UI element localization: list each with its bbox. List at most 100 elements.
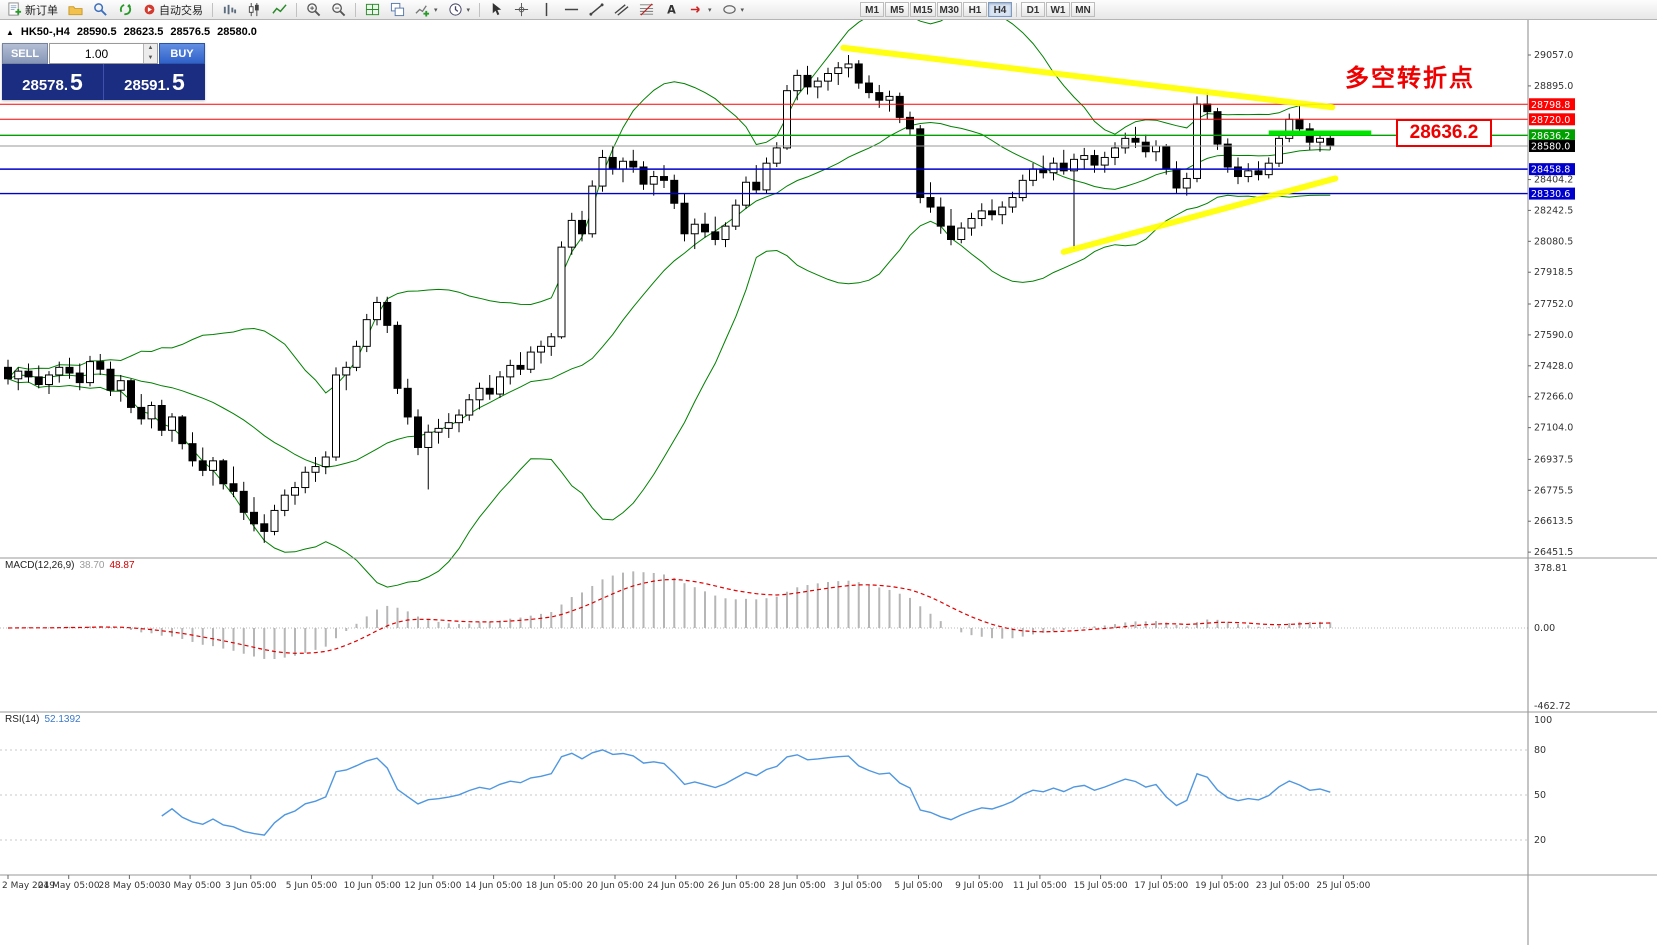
one-click-trading-panel: SELL ▲ ▼ BUY 28578. 5 28591. 5 (2, 43, 205, 100)
svg-text:28458.8: 28458.8 (1531, 165, 1570, 176)
sell-price: 28578. (22, 77, 69, 94)
volume-spinner: ▲ ▼ (143, 44, 157, 63)
auto-trading-icon (144, 4, 155, 15)
timeframe-button-M15[interactable]: M15 (910, 2, 936, 17)
buy-price-big-digit: 5 (172, 69, 185, 95)
shapes-button[interactable]: ▾ (718, 1, 749, 18)
timeframe-button-H1[interactable]: H1 (962, 2, 987, 17)
buy-button[interactable]: BUY (159, 43, 205, 64)
svg-text:28404.2: 28404.2 (1534, 175, 1573, 186)
line-chart-button[interactable] (268, 1, 291, 18)
svg-text:10 Jun 05:00: 10 Jun 05:00 (344, 881, 401, 891)
timeframe-button-H4[interactable]: H4 (987, 2, 1012, 17)
timeframe-button-W1[interactable]: W1 (1045, 2, 1070, 17)
svg-text:11 Jul 05:00: 11 Jul 05:00 (1013, 881, 1067, 891)
svg-text:12 Jun 05:00: 12 Jun 05:00 (404, 881, 461, 891)
indicators-icon (415, 5, 430, 17)
arrows-button[interactable]: ▾ (685, 1, 716, 18)
horizontal-line-button[interactable] (560, 1, 583, 18)
timeframe-button-M1[interactable]: M1 (860, 2, 885, 17)
bar-chart-button[interactable] (218, 1, 241, 18)
svg-text:3 Jun 05:00: 3 Jun 05:00 (225, 881, 277, 891)
svg-text:18 Jun 05:00: 18 Jun 05:00 (526, 881, 583, 891)
price-callout-box[interactable]: 28636.2 (1396, 119, 1492, 147)
new-order-icon (8, 2, 22, 16)
fibonacci-icon (639, 3, 654, 16)
svg-text:28580.0: 28580.0 (1531, 142, 1570, 153)
new-order-label: 新订单 (25, 4, 58, 17)
sell-button[interactable]: SELL (2, 43, 48, 64)
zoom-out-button[interactable] (327, 1, 350, 18)
rsi-label: RSI(14) 52.1392 (5, 714, 81, 725)
collapse-triangle-icon: ▲ (6, 27, 14, 37)
svg-text:378.81: 378.81 (1534, 563, 1567, 574)
trendline-button[interactable] (585, 1, 608, 18)
auto-trading-button[interactable]: 自动交易 (139, 1, 207, 18)
cursor-button[interactable] (485, 1, 508, 18)
rsi-panel (0, 749, 1528, 841)
candlestick-icon (248, 2, 259, 17)
buy-price-button[interactable]: 28591. 5 (103, 64, 205, 100)
tile-windows-button[interactable] (361, 1, 384, 18)
svg-text:5 Jul 05:00: 5 Jul 05:00 (894, 881, 943, 891)
macd-name: MACD(12,26,9) (5, 560, 75, 571)
main-toolbar: 新订单 自动交易 (0, 0, 1657, 20)
svg-text:50: 50 (1534, 790, 1546, 801)
trendlines-layer[interactable] (840, 44, 1372, 255)
crosshair-button[interactable] (510, 1, 533, 18)
volume-increase-button[interactable]: ▲ (144, 44, 157, 54)
rsi-name: RSI(14) (5, 714, 40, 725)
channel-icon (614, 4, 629, 16)
cascade-windows-button[interactable] (386, 1, 409, 18)
timeframe-button-M5[interactable]: M5 (885, 2, 910, 17)
ohlc-high: 28623.5 (123, 26, 164, 38)
toolbar-separator (355, 2, 356, 17)
timeframe-button-M30[interactable]: M30 (936, 2, 962, 17)
svg-text:A: A (667, 3, 676, 16)
channel-button[interactable] (610, 1, 633, 18)
volume-input[interactable] (50, 44, 143, 63)
bar-chart-icon (223, 4, 237, 15)
period-button[interactable]: ▾ (444, 1, 475, 18)
svg-text:2 May 2019: 2 May 2019 (2, 881, 55, 891)
trendline-icon (589, 3, 604, 16)
chart-canvas[interactable]: 29057.0 28895.0 28404.2 28242.5 28080.5 27918… (0, 20, 1657, 945)
indicators-button[interactable]: ▾ (411, 1, 442, 18)
zoom-in-button[interactable] (302, 1, 325, 18)
timeframe-button-MN[interactable]: MN (1070, 2, 1095, 17)
toolbar-separator (479, 2, 481, 17)
candlestick-button[interactable] (243, 1, 266, 18)
timeframe-button-D1[interactable]: D1 (1020, 2, 1045, 17)
svg-text:27918.5: 27918.5 (1534, 267, 1573, 278)
candles-layer (4, 55, 1335, 543)
vertical-line-button[interactable] (535, 1, 558, 18)
svg-text:26775.5: 26775.5 (1534, 485, 1573, 496)
timeframe-toolbar: M1 M5 M15 M30 H1 H4 D1 W1 MN (860, 2, 1095, 17)
volume-decrease-button[interactable]: ▼ (144, 53, 157, 63)
new-order-button[interactable]: 新订单 (3, 1, 62, 18)
svg-text:26937.5: 26937.5 (1534, 454, 1573, 465)
sell-price-button[interactable]: 28578. 5 (2, 64, 103, 100)
svg-text:27104.0: 27104.0 (1534, 423, 1573, 434)
folder-icon (68, 6, 83, 16)
text-label-button[interactable]: A (660, 1, 683, 18)
svg-text:15 Jul 05:00: 15 Jul 05:00 (1074, 881, 1128, 891)
turning-point-annotation: 多空转折点 (1345, 65, 1475, 92)
svg-text:3 Jul 05:00: 3 Jul 05:00 (834, 881, 883, 891)
svg-text:9 Jul 05:00: 9 Jul 05:00 (955, 881, 1004, 891)
refresh-button[interactable] (114, 1, 137, 18)
fibonacci-button[interactable] (635, 1, 658, 18)
svg-text:20: 20 (1534, 835, 1546, 846)
svg-text:5 Jun 05:00: 5 Jun 05:00 (286, 881, 338, 891)
svg-text:100: 100 (1534, 715, 1552, 726)
svg-text:26613.5: 26613.5 (1534, 516, 1573, 527)
svg-text:28798.8: 28798.8 (1531, 100, 1570, 111)
svg-text:28 May 05:00: 28 May 05:00 (99, 881, 161, 891)
search-button[interactable] (89, 1, 112, 18)
arrow-icon (690, 6, 700, 13)
market-button[interactable] (64, 1, 87, 18)
ohlc-open: 28590.5 (76, 26, 117, 38)
refresh-icon (119, 3, 132, 16)
vertical-line-icon (545, 2, 548, 17)
svg-text:26451.5: 26451.5 (1534, 547, 1573, 558)
